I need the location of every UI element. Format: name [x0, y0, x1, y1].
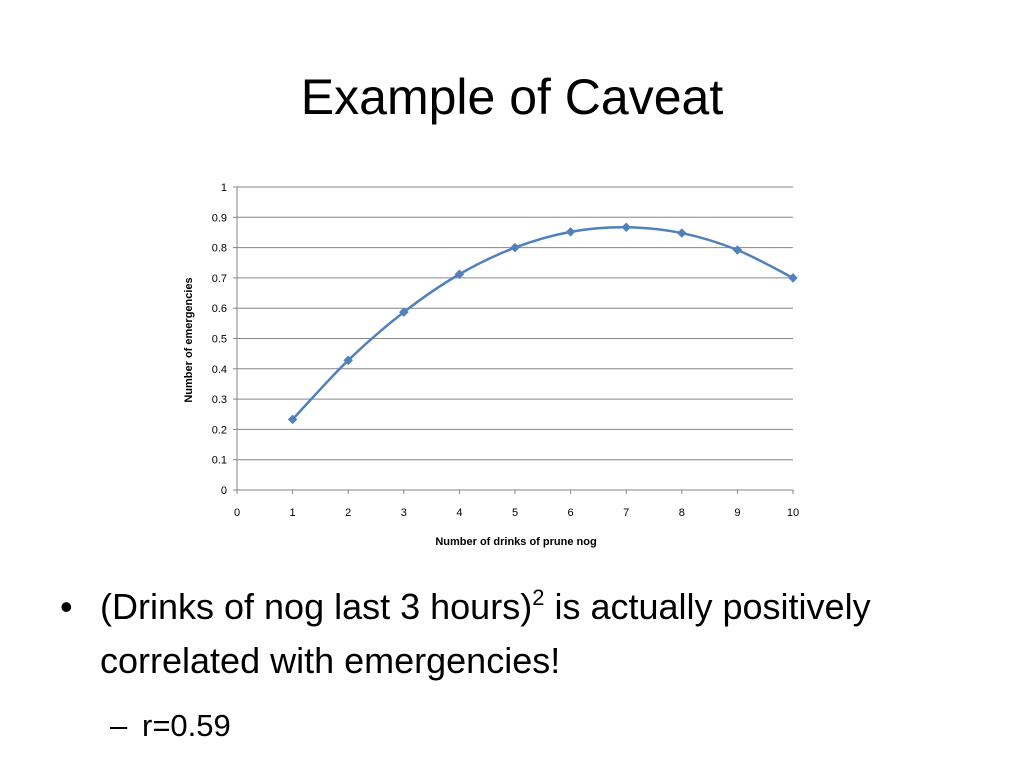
y-tick-label: 0 — [221, 485, 227, 497]
x-tick-label: 6 — [568, 507, 574, 519]
y-tick-label: 0.3 — [212, 394, 227, 406]
x-tick-label: 4 — [456, 507, 462, 519]
bullet-item: • (Drinks of nog last 3 hours)2 is actua… — [60, 580, 960, 688]
x-tick-labels: 0 1 2 3 4 5 6 7 8 9 10 — [234, 507, 799, 519]
data-point — [454, 269, 465, 280]
bullet-text-main: (Drinks of nog last 3 hours) — [100, 586, 533, 627]
x-tick-label: 5 — [512, 507, 518, 519]
y-tick-label: 0.4 — [212, 364, 227, 376]
slide-title: Example of Caveat — [300, 69, 724, 125]
y-tick-label: 0.9 — [212, 212, 227, 224]
data-point — [676, 228, 687, 238]
data-point — [565, 226, 576, 237]
y-tick-label: 0.1 — [212, 455, 227, 467]
data-point — [343, 355, 354, 366]
y-tick-label: 0.7 — [212, 273, 227, 285]
data-point — [510, 242, 520, 253]
gridlines — [237, 186, 793, 461]
x-tick-label: 1 — [290, 507, 296, 519]
y-tick-label: 1 — [221, 182, 227, 194]
bullet-text-rest: is actually positively correlated with e… — [100, 586, 871, 681]
x-tick-label: 0 — [234, 507, 240, 519]
x-tick-label: 2 — [345, 507, 351, 519]
axes — [233, 186, 794, 494]
data-point — [287, 414, 298, 425]
data-point — [732, 245, 743, 255]
y-axis-label: Number of emergencies — [183, 277, 195, 402]
x-axis-label: Number of drinks of prune nog — [435, 536, 596, 548]
sub-bullet-marker: – — [110, 708, 128, 743]
sub-bullet-text: r=0.59 — [142, 708, 231, 743]
line-chart: 0 0.1 0.2 0.3 0.4 0.5 0.6 0.7 0.8 0.9 1 0 1 2 3 4 5 6 7 8 9… — [183, 182, 799, 548]
data-point — [788, 273, 798, 283]
x-tick-label: 3 — [401, 507, 407, 519]
bullet-marker: • — [60, 586, 73, 627]
x-tick-label: 8 — [679, 507, 685, 519]
y-tick-label: 0.8 — [212, 243, 227, 255]
data-point — [621, 222, 632, 233]
bullet-superscript: 2 — [532, 585, 545, 610]
data-point — [398, 307, 409, 317]
y-tick-label: 0.2 — [212, 424, 227, 436]
y-tick-labels: 0 0.1 0.2 0.3 0.4 0.5 0.6 0.7 0.8 0.9 1 — [212, 182, 227, 497]
x-tick-label: 7 — [623, 507, 629, 519]
sub-bullet-item: – r=0.59 — [110, 704, 710, 748]
y-tick-label: 0.5 — [212, 334, 227, 346]
series-line — [291, 226, 794, 421]
bullet-text: (Drinks of nog last 3 hours)2 is actuall… — [100, 580, 960, 688]
x-tick-label: 9 — [734, 507, 740, 519]
y-tick-label: 0.6 — [212, 303, 227, 315]
data-series — [287, 222, 798, 425]
x-tick-label: 10 — [787, 507, 799, 519]
